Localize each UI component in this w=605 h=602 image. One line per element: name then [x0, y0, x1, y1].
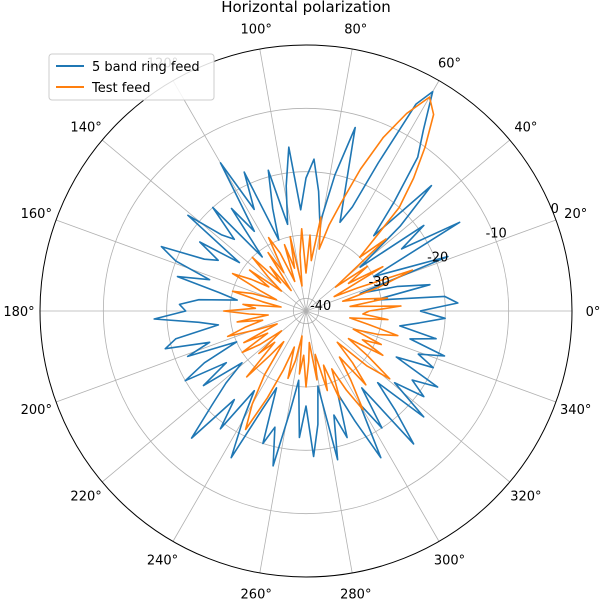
theta-tick-label-7: 140° [70, 121, 101, 136]
grid-spoke-10 [55, 310, 307, 403]
theta-tick-label-4: 80° [344, 22, 367, 37]
grid-spoke-15 [305, 310, 440, 542]
r-tick-label-1: -30 [369, 275, 390, 290]
series-line-1 [222, 96, 435, 431]
series-line-0 [153, 90, 461, 467]
legend-label-test-feed: Test feed [91, 81, 151, 96]
grid-spoke-4 [305, 48, 353, 312]
r-tick-label-4: 0 [551, 202, 559, 217]
grid-spoke-3 [305, 80, 440, 312]
grid-spoke-1 [305, 219, 557, 312]
polar-grid [40, 48, 572, 574]
theta-tick-label-11: 220° [70, 490, 101, 505]
legend-label-5-band-ring-feed: 5 band ring feed [92, 60, 200, 75]
theta-tick-labels: 0°20°40°60°80°100°120°140°160°180°200°22… [3, 22, 600, 602]
theta-tick-label-10: 200° [21, 403, 52, 418]
theta-tick-label-5: 100° [241, 22, 272, 37]
grid-spoke-16 [305, 310, 511, 483]
theta-tick-label-13: 260° [241, 588, 272, 602]
chart-title: Horizontal polarization [221, 0, 391, 16]
theta-tick-label-14: 280° [340, 588, 371, 602]
grid-spoke-12 [172, 310, 307, 542]
theta-tick-label-9: 180° [3, 305, 34, 320]
theta-tick-label-15: 300° [434, 554, 465, 569]
theta-tick-label-17: 340° [560, 403, 591, 418]
theta-tick-label-12: 240° [147, 554, 178, 569]
r-tick-label-0: -40 [310, 299, 331, 314]
theta-tick-label-3: 60° [438, 57, 461, 72]
grid-spoke-17 [305, 310, 557, 403]
r-tick-label-2: -20 [427, 251, 448, 266]
series-layer [153, 90, 461, 467]
theta-tick-label-16: 320° [510, 490, 541, 505]
radial-tick-labels: -40 -30 -20 -10 0 [310, 202, 559, 314]
legend-frame [48, 53, 215, 101]
theta-tick-label-0: 0° [586, 305, 601, 320]
theta-tick-label-1: 20° [564, 207, 587, 222]
grid-spoke-13 [259, 310, 307, 574]
theta-tick-label-8: 160° [21, 207, 52, 222]
theta-tick-label-2: 40° [514, 121, 537, 136]
legend: 5 band ring feed Test feed [48, 53, 215, 101]
grid-spoke-14 [305, 310, 353, 574]
polar-frame [39, 44, 573, 578]
r-tick-label-3: -10 [486, 226, 507, 241]
